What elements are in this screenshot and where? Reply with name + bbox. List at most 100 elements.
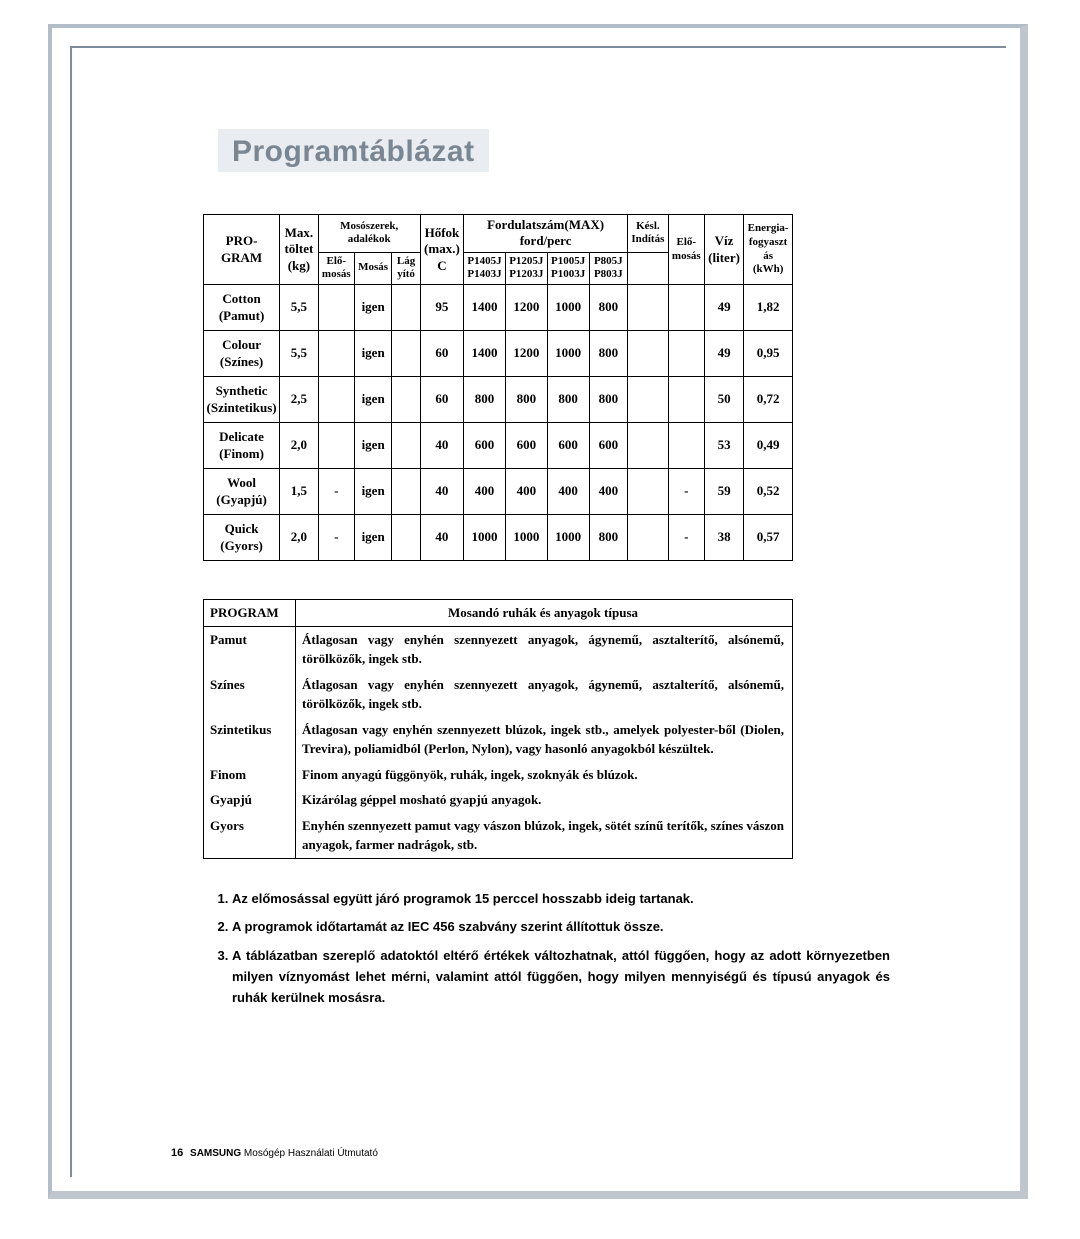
cell: [628, 469, 669, 515]
cell: 800: [464, 377, 506, 423]
footer: 16 SAMSUNG Mosógép Használati Útmutató: [171, 1147, 378, 1159]
desc-text: Kizárólag géppel mosható gyapjú anyagok.: [296, 787, 793, 813]
hdr-kesl-empty: [628, 252, 669, 285]
cell: -: [668, 515, 704, 561]
cell: 50: [704, 377, 743, 423]
cell: Cotton(Pamut): [204, 285, 280, 331]
hdr-elom2: Elő-mosás: [668, 215, 704, 285]
cell: 40: [420, 469, 463, 515]
cell: Colour(Színes): [204, 331, 280, 377]
cell: 800: [589, 285, 628, 331]
cell: Quick(Gyors): [204, 515, 280, 561]
cell: 1,82: [744, 285, 793, 331]
cell: -: [318, 515, 354, 561]
desc-prog: Szintetikus: [204, 717, 296, 762]
cell: -: [668, 469, 704, 515]
hdr-viz: Víz(liter): [704, 215, 743, 285]
cell: 1000: [547, 285, 589, 331]
cell: igen: [354, 423, 391, 469]
cell: 49: [704, 285, 743, 331]
cell: 1000: [547, 331, 589, 377]
cell: 1400: [464, 331, 506, 377]
cell: 800: [505, 377, 547, 423]
program-table: PRO-GRAM Max.töltet(kg) Mosószerek,adalé…: [203, 214, 793, 561]
hdr-lagy: Lágyító: [392, 252, 420, 285]
cell: Delicate(Finom): [204, 423, 280, 469]
cell: [668, 285, 704, 331]
desc-prog: Gyapjú: [204, 787, 296, 813]
note-item: Az előmosással együtt járó programok 15 …: [232, 889, 890, 910]
cell: 0,52: [744, 469, 793, 515]
cell: 2,5: [280, 377, 319, 423]
cell: [392, 331, 420, 377]
cell: [392, 515, 420, 561]
hdr-ford: Fordulatszám(MAX)ford/perc: [464, 215, 628, 253]
cell: [392, 377, 420, 423]
hdr-mosas: Mosás: [354, 252, 391, 285]
desc-text: Finom anyagú függönyök, ruhák, ingek, sz…: [296, 762, 793, 788]
title-bar: Programtáblázat: [218, 129, 489, 172]
cell: 800: [589, 331, 628, 377]
cell: igen: [354, 377, 391, 423]
cell: 800: [589, 377, 628, 423]
desc-row: SzintetikusÁtlagosan vagy enyhén szennye…: [204, 717, 793, 762]
cell: 95: [420, 285, 463, 331]
cell: [668, 331, 704, 377]
hdr-program: PRO-GRAM: [204, 215, 280, 285]
desc-row: GyorsEnyhén szennyezett pamut vagy vászo…: [204, 813, 793, 859]
hdr-p1205: P1205JP1203J: [505, 252, 547, 285]
cell: 2,0: [280, 515, 319, 561]
hdr-mososzerek: Mosószerek,adalékok: [318, 215, 420, 253]
cell: igen: [354, 469, 391, 515]
footer-text: Mosógép Használati Útmutató: [241, 1148, 378, 1159]
program-row: Synthetic(Szintetikus)2,5igen60800800800…: [204, 377, 793, 423]
desc-row: GyapjúKizárólag géppel mosható gyapjú an…: [204, 787, 793, 813]
program-row: Delicate(Finom)2,0igen40600600600600530,…: [204, 423, 793, 469]
cell: [628, 331, 669, 377]
desc-hdr-text: Mosandó ruhák és anyagok típusa: [296, 600, 793, 627]
desc-prog: Színes: [204, 672, 296, 717]
cell: Synthetic(Szintetikus): [204, 377, 280, 423]
hdr-p805: P805JP803J: [589, 252, 628, 285]
hdr-elo: Elő-mosás: [318, 252, 354, 285]
cell: 0,72: [744, 377, 793, 423]
cell: [318, 331, 354, 377]
hdr-hofok: Hőfok(max.)C: [420, 215, 463, 285]
page-title: Programtáblázat: [232, 135, 475, 168]
cell: 600: [547, 423, 589, 469]
content-area: PRO-GRAM Max.töltet(kg) Mosószerek,adalé…: [198, 214, 928, 1016]
cell: 38: [704, 515, 743, 561]
cell: 1400: [464, 285, 506, 331]
cell: [318, 285, 354, 331]
hdr-p1005: P1005JP1003J: [547, 252, 589, 285]
desc-row: FinomFinom anyagú függönyök, ruhák, inge…: [204, 762, 793, 788]
program-row: Wool(Gyapjú)1,5-igen40400400400400-590,5…: [204, 469, 793, 515]
cell: 60: [420, 331, 463, 377]
cell: 1200: [505, 285, 547, 331]
cell: 600: [505, 423, 547, 469]
hdr-energia: Energia-fogyasztás(kWh): [744, 215, 793, 285]
cell: [392, 423, 420, 469]
hdr-max: Max.töltet(kg): [280, 215, 319, 285]
desc-hdr-prog: PROGRAM: [204, 600, 296, 627]
hdr-kesl: Késl.Indítás: [628, 215, 669, 253]
note-item: A táblázatban szereplő adatoktól eltérő …: [232, 946, 890, 1008]
cell: [628, 285, 669, 331]
cell: igen: [354, 285, 391, 331]
program-row: Cotton(Pamut)5,5igen95140012001000800491…: [204, 285, 793, 331]
cell: 60: [420, 377, 463, 423]
cell: 400: [505, 469, 547, 515]
cell: [392, 285, 420, 331]
cell: 1,5: [280, 469, 319, 515]
cell: 1000: [547, 515, 589, 561]
cell: 600: [589, 423, 628, 469]
cell: 0,57: [744, 515, 793, 561]
cell: [668, 423, 704, 469]
program-row: Quick(Gyors)2,0-igen40100010001000800-38…: [204, 515, 793, 561]
cell: 40: [420, 515, 463, 561]
footer-brand: SAMSUNG: [190, 1148, 241, 1159]
note-item: A programok időtartamát az IEC 456 szabv…: [232, 917, 890, 938]
cell: 1200: [505, 331, 547, 377]
cell: -: [318, 469, 354, 515]
cell: [628, 377, 669, 423]
